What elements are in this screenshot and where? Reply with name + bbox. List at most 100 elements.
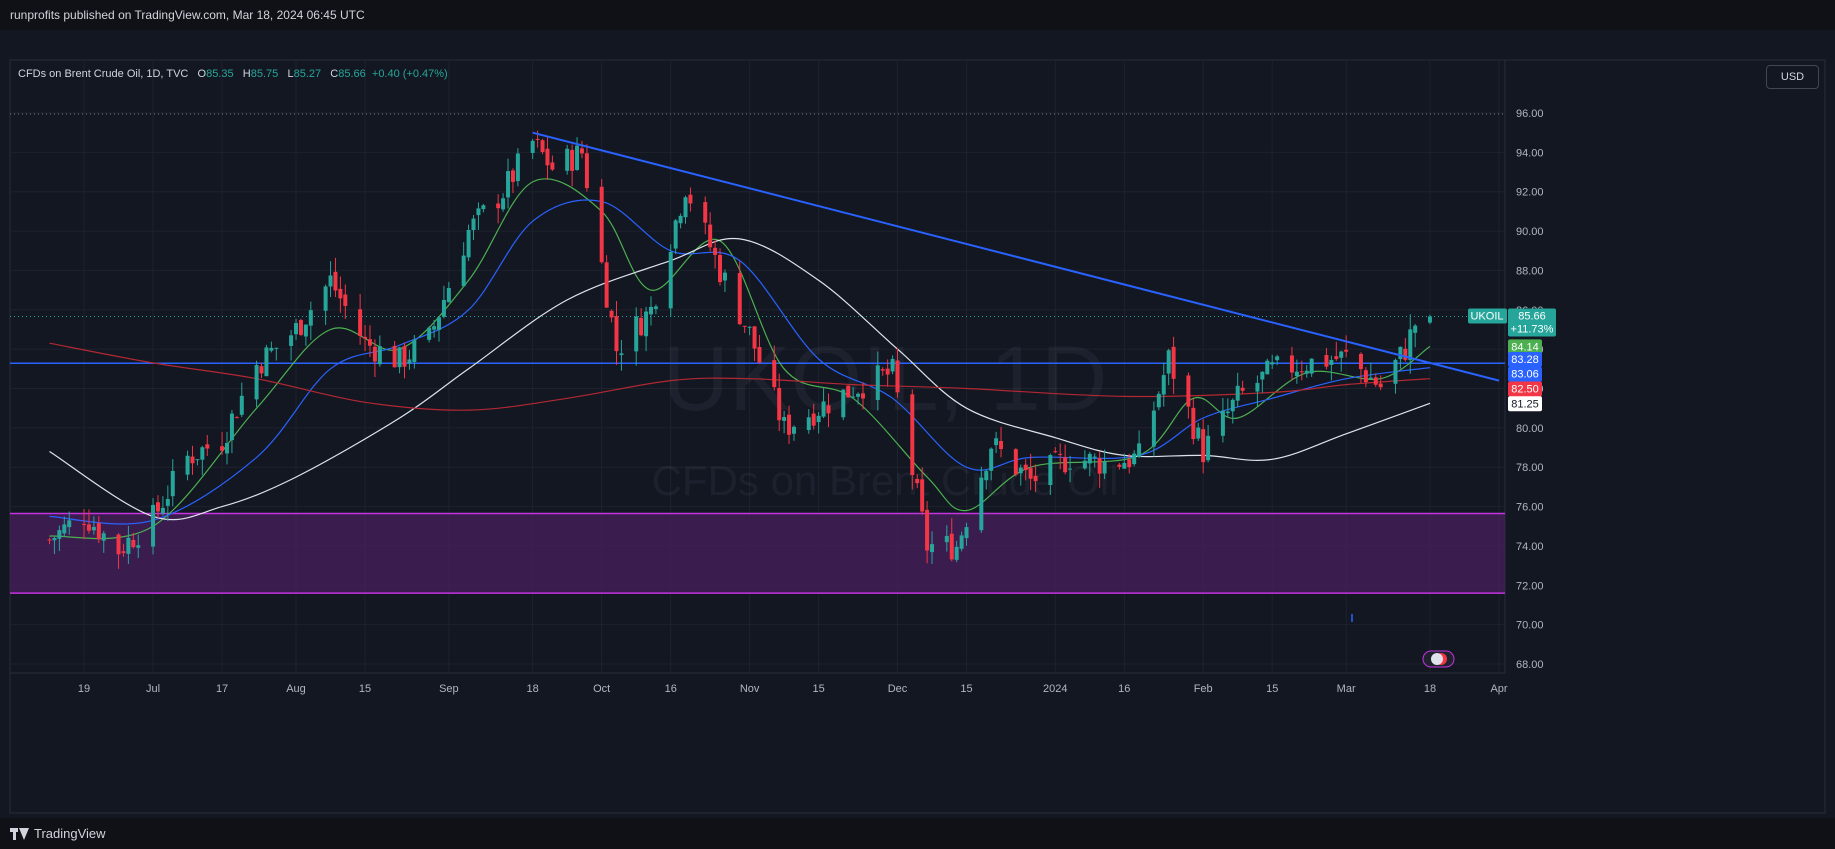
candle-body <box>466 229 471 258</box>
candle-body <box>1122 462 1127 469</box>
candle-body <box>432 326 437 330</box>
candle-body <box>1206 435 1211 461</box>
candle-body <box>1053 451 1058 453</box>
ma-white-label: 81.25 <box>1511 398 1539 410</box>
legend-high-key: H <box>242 68 251 80</box>
candle-body <box>1092 456 1097 458</box>
candle-body <box>1270 362 1275 365</box>
candle-body <box>308 310 313 326</box>
candle-body <box>303 324 308 337</box>
legend-low-key: L <box>287 68 294 80</box>
legend-low: 85.27 <box>293 68 322 80</box>
candle-body <box>160 507 165 514</box>
time-tick-label: Mar <box>1337 683 1356 695</box>
price-tick-label: 80.00 <box>1516 423 1544 435</box>
candle-body <box>649 306 653 315</box>
candle-body <box>1201 429 1206 463</box>
candle-body <box>540 140 545 153</box>
candle-body <box>1413 325 1418 333</box>
candle-body <box>121 551 126 554</box>
candle-body <box>1171 346 1176 379</box>
candles <box>47 130 1432 569</box>
candle-body <box>1324 355 1329 367</box>
candle-body <box>1408 329 1413 360</box>
candle-body <box>890 358 895 372</box>
candle-body <box>910 394 915 476</box>
candle-body <box>1186 375 1191 407</box>
candle-body <box>959 535 964 549</box>
legend-high: 85.75 <box>250 68 279 80</box>
candle-body <box>895 360 900 393</box>
time-tick-label: 16 <box>665 683 677 695</box>
ma-red-label-bg <box>1508 381 1542 397</box>
trendline-group <box>532 131 1500 382</box>
candle-body <box>481 205 486 210</box>
candle-body <box>1393 359 1398 384</box>
candle-body <box>1161 375 1166 395</box>
candle-body <box>1334 356 1339 360</box>
candle-body <box>920 479 925 512</box>
candle-body <box>1260 371 1265 380</box>
time-tick-label: 16 <box>1118 683 1130 695</box>
candle-body <box>91 526 96 531</box>
candle-body <box>673 220 678 249</box>
candle-body <box>841 389 846 418</box>
price-tick-label: 68.00 <box>1516 659 1544 671</box>
candle-body <box>545 148 550 166</box>
time-tick-label: Nov <box>740 683 760 695</box>
candle-body <box>1087 453 1092 464</box>
candle-body <box>1329 359 1334 365</box>
candle-body <box>1255 382 1260 392</box>
tradingview-brand[interactable]: TradingView <box>10 826 106 841</box>
candle-body <box>1294 371 1299 377</box>
candle-body <box>550 162 555 170</box>
candle-body <box>1304 370 1309 374</box>
time-tick-label: 15 <box>1266 683 1278 695</box>
us-flag-icon <box>1431 653 1443 665</box>
candle-body <box>1132 453 1137 465</box>
candle-body <box>367 339 372 346</box>
candle-body <box>722 272 727 281</box>
grid-lines <box>9 59 1826 814</box>
candle-body <box>806 417 811 431</box>
candle-body <box>170 470 175 497</box>
candle-body <box>777 388 782 421</box>
currency-button[interactable]: USD <box>1766 65 1819 89</box>
candle-body <box>269 347 274 351</box>
candle-body <box>1048 455 1053 485</box>
symbol-tag: UKOIL <box>1470 310 1503 322</box>
candle-body <box>782 417 787 421</box>
candle-body <box>461 255 466 287</box>
price-tick-label: 96.00 <box>1516 108 1544 120</box>
candle-body <box>1378 383 1383 388</box>
candle-body <box>506 171 511 198</box>
candle-body <box>1398 346 1403 360</box>
candle-body <box>1363 370 1368 383</box>
candle-body <box>1339 351 1344 358</box>
candle-body <box>131 540 136 548</box>
support-label-bg <box>1508 351 1542 367</box>
candle-body <box>861 393 865 399</box>
candle-body <box>964 527 969 539</box>
candle-body <box>609 310 614 318</box>
candle-body <box>501 198 506 210</box>
candle-body <box>575 145 580 170</box>
candle-body <box>274 347 279 349</box>
candle-body <box>1127 459 1132 468</box>
candle-body <box>584 153 589 189</box>
candle-body <box>653 306 658 309</box>
candle-body <box>1373 377 1378 385</box>
candle-body <box>791 426 796 434</box>
candle-body <box>954 546 959 560</box>
candle-body <box>402 346 407 367</box>
time-tick-label: 15 <box>359 683 371 695</box>
candle-body <box>372 346 377 362</box>
candle-body <box>185 455 190 475</box>
candle-body <box>1156 393 1161 408</box>
candle-body <box>101 533 106 541</box>
candle-body <box>1117 464 1122 467</box>
price-tick-label: 70.00 <box>1516 620 1544 632</box>
candle-body <box>604 262 609 308</box>
